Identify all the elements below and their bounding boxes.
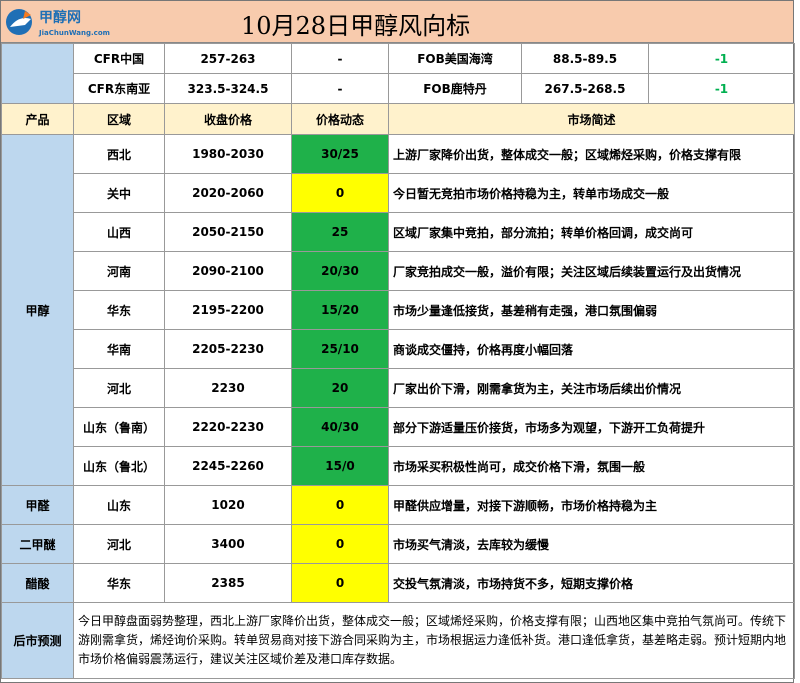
product-cell: 二甲醚 [1, 524, 74, 564]
region-cell: 华东 [73, 563, 165, 603]
intl-left-price: 257-263 [164, 43, 292, 74]
change-cell: 0 [291, 524, 389, 564]
price-cell: 1980-2030 [164, 134, 292, 174]
price-cell: 1020 [164, 485, 292, 525]
region-cell: 山东 [73, 485, 165, 525]
change-cell: 0 [291, 563, 389, 603]
table-row: 醋酸 华东 2385 0 交投气氛清淡，市场持货不多，短期支撑价格 [1, 563, 795, 603]
region-cell: 河北 [73, 524, 165, 564]
change-cell: 25 [291, 212, 389, 252]
column-header: 区域 [73, 103, 165, 135]
column-header: 市场简述 [388, 103, 795, 135]
change-cell: 20/30 [291, 251, 389, 291]
price-cell: 2050-2150 [164, 212, 292, 252]
region-cell: 华南 [73, 329, 165, 369]
table-row: 河北 2230 20 厂家出价下滑，刚需拿货为主，关注市场后续出价情况 [2, 368, 795, 408]
table-row: 山东（鲁北） 2245-2260 15/0 市场采买积极性尚可，成交价格下滑，氛围一般 [2, 446, 795, 486]
column-header-row: 产品 区域 收盘价格 价格动态 市场简述 [1, 103, 795, 135]
intl-right-price: 88.5-89.5 [521, 43, 649, 74]
region-cell: 山东（鲁南） [73, 407, 165, 447]
region-cell: 西北 [73, 134, 165, 174]
change-cell: 15/20 [291, 290, 389, 330]
intl-left-change: - [291, 43, 389, 74]
region-cell: 华东 [73, 290, 165, 330]
intl-right-price: 267.5-268.5 [521, 73, 649, 104]
intl-price-row: CFR东南亚 323.5-324.5- FOB鹿特丹 267.5-268.5 -1 [2, 73, 795, 104]
description-cell: 甲醛供应增量，对接下游顺畅，市场价格持稳为主 [388, 485, 795, 525]
jiachunwang-logo: 甲醇网 JiaChunWang.com [6, 9, 110, 37]
table-row: 华东 2195-2200 15/20 市场少量逢低接货，基差稍有走强，港口氛围偏弱 [2, 290, 795, 330]
description-cell: 厂家竞拍成交一般，溢价有限；关注区域后续装置运行及出货情况 [388, 251, 795, 291]
intl-price-row: CFR中国 257-263- FOB美国海湾 88.5-89.5 -1 [1, 43, 795, 104]
description-cell: 市场少量逢低接货，基差稍有走强，港口氛围偏弱 [388, 290, 795, 330]
intl-right-change: -1 [648, 73, 795, 104]
product-cell: 甲醇 [1, 134, 74, 486]
region-cell: 河北 [73, 368, 165, 408]
description-cell: 市场买气清淡，去库较为缓慢 [388, 524, 795, 564]
intl-left-name: CFR东南亚 [73, 73, 165, 104]
intl-left-change: - [291, 73, 389, 104]
description-cell: 部分下游适量压价接货，市场多为观望，下游开工负荷提升 [388, 407, 795, 447]
table-row: 甲醇 西北 1980-2030 30/25 上游厂家降价出货，整体成交一般；区域烯烃采购… [1, 134, 795, 486]
region-cell: 河南 [73, 251, 165, 291]
change-cell: 40/30 [291, 407, 389, 447]
price-cell: 2195-2200 [164, 290, 292, 330]
forecast-label: 后市预测 [1, 602, 74, 679]
price-cell: 2230 [164, 368, 292, 408]
product-cell: 甲醛 [1, 485, 74, 525]
table-row: 二甲醚 河北 3400 0 市场买气清淡，去库较为缓慢 [1, 524, 795, 564]
description-cell: 商谈成交僵持，价格再度小幅回落 [388, 329, 795, 369]
description-cell: 市场采买积极性尚可，成交价格下滑，氛围一般 [388, 446, 795, 486]
intl-blank-cell [1, 43, 74, 104]
change-cell: 20 [291, 368, 389, 408]
title-bar: 甲醇网 JiaChunWang.com 10月28日甲醇风向标 [1, 1, 793, 43]
page-title: 10月28日甲醇风向标 [241, 12, 471, 40]
description-cell: 厂家出价下滑，刚需拿货为主，关注市场后续出价情况 [388, 368, 795, 408]
column-header: 收盘价格 [164, 103, 292, 135]
description-cell: 上游厂家降价出货，整体成交一般；区域烯烃采购，价格支撑有限 [388, 134, 795, 174]
price-cell: 2205-2230 [164, 329, 292, 369]
table-row: 山西 2050-2150 25 区域厂家集中竞拍，部分流拍；转单价格回调，成交尚可 [2, 212, 795, 252]
intl-left-name: CFR中国 [73, 43, 165, 74]
region-cell: 关中 [73, 173, 165, 213]
change-cell: 0 [291, 173, 389, 213]
region-cell: 山西 [73, 212, 165, 252]
table-row: 华南 2205-2230 25/10 商谈成交僵持，价格再度小幅回落 [2, 329, 795, 369]
intl-left-price: 323.5-324.5 [164, 73, 292, 104]
forecast-text: 今日甲醇盘面弱势整理，西北上游厂家降价出货，整体成交一般；区域烯烃采购，价格支撑… [73, 602, 795, 679]
product-cell: 醋酸 [1, 563, 74, 603]
price-cell: 3400 [164, 524, 292, 564]
intl-right-name: FOB美国海湾 [388, 43, 522, 74]
change-cell: 30/25 [291, 134, 389, 174]
price-cell: 2090-2100 [164, 251, 292, 291]
price-cell: 2385 [164, 563, 292, 603]
description-cell: 今日暂无竞拍市场价格持稳为主，转单市场成交一般 [388, 173, 795, 213]
column-header: 价格动态 [291, 103, 389, 135]
price-cell: 2020-2060 [164, 173, 292, 213]
description-cell: 区域厂家集中竞拍，部分流拍；转单价格回调，成交尚可 [388, 212, 795, 252]
change-cell: 0 [291, 485, 389, 525]
table-row: 关中 2020-2060 0 今日暂无竞拍市场价格持稳为主，转单市场成交一般 [2, 173, 795, 213]
change-cell: 25/10 [291, 329, 389, 369]
intl-right-name: FOB鹿特丹 [388, 73, 522, 104]
change-cell: 15/0 [291, 446, 389, 486]
forecast-row: 后市预测 今日甲醇盘面弱势整理，西北上游厂家降价出货，整体成交一般；区域烯烃采购，… [1, 602, 795, 679]
price-cell: 2245-2260 [164, 446, 292, 486]
table-row: 甲醛 山东 1020 0 甲醛供应增量，对接下游顺畅，市场价格持稳为主 [1, 485, 795, 525]
intl-right-change: -1 [648, 43, 795, 74]
column-header: 产品 [1, 103, 74, 135]
description-cell: 交投气氛清淡，市场持货不多，短期支撑价格 [388, 563, 795, 603]
svg-text:甲醇网: 甲醇网 [39, 9, 81, 26]
price-cell: 2220-2230 [164, 407, 292, 447]
region-cell: 山东（鲁北） [73, 446, 165, 486]
table-row: 山东（鲁南） 2220-2230 40/30 部分下游适量压价接货，市场多为观望，下游… [2, 407, 795, 447]
table-row: 河南 2090-2100 20/30 厂家竞拍成交一般，溢价有限；关注区域后续装置运行… [2, 251, 795, 291]
svg-text:JiaChunWang.com: JiaChunWang.com [38, 29, 110, 37]
